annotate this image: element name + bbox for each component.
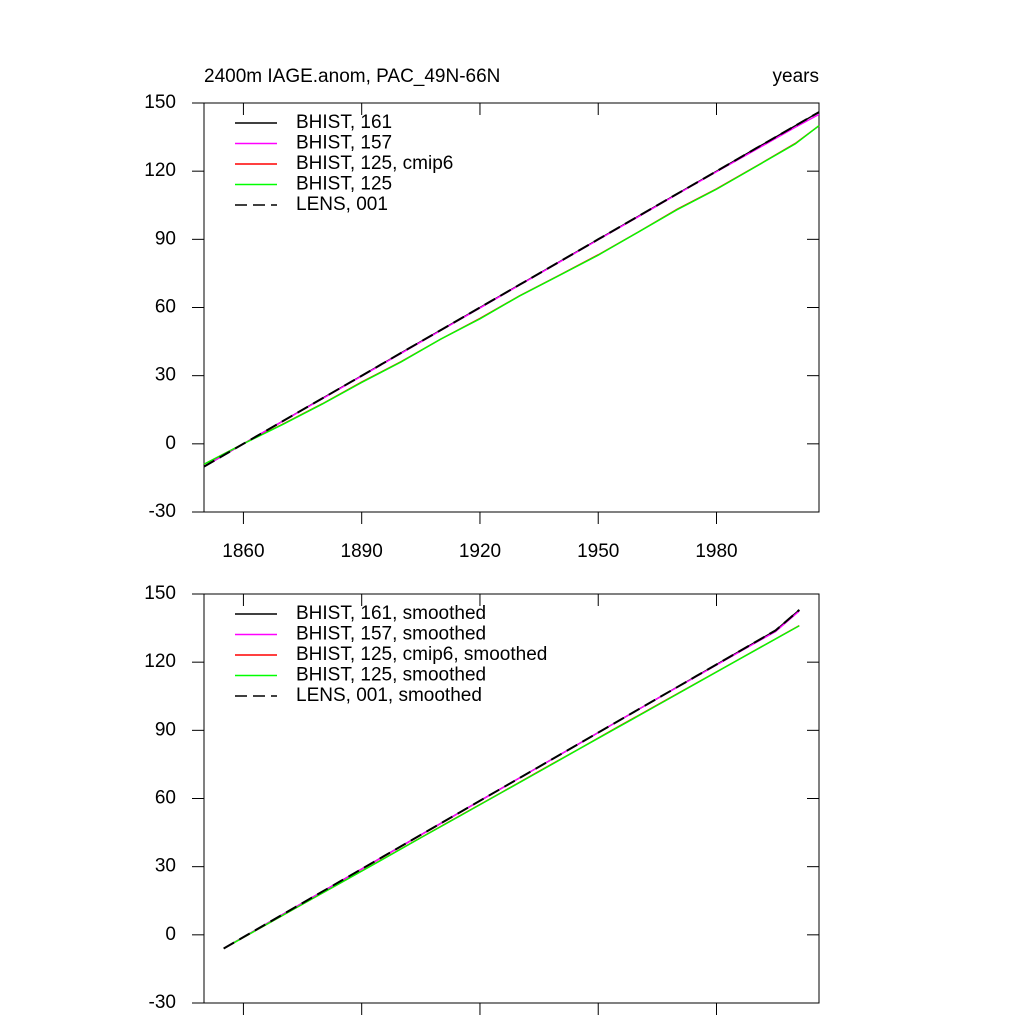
legend-label: BHIST, 125 — [296, 174, 392, 195]
y-tick-label: 150 — [144, 583, 176, 604]
legend-label: LENS, 001 — [296, 194, 388, 215]
x-tick-label: 1980 — [695, 541, 737, 562]
legend-label: BHIST, 161, smoothed — [296, 603, 486, 624]
y-tick-label: 60 — [155, 297, 176, 318]
y-tick-label: 60 — [155, 788, 176, 809]
y-tick-label: 0 — [165, 433, 176, 454]
legend-label: BHIST, 157, smoothed — [296, 624, 486, 645]
y-tick-label: 0 — [165, 924, 176, 945]
chart-title: 2400m IAGE.anom, PAC_49N-66N — [204, 66, 500, 87]
y-tick-label: 120 — [144, 160, 176, 181]
x-tick-label: 1920 — [459, 541, 501, 562]
x-tick-label: 1950 — [577, 541, 619, 562]
legend-label: BHIST, 125, smoothed — [296, 665, 486, 686]
y-tick-label: -30 — [149, 501, 176, 522]
legend-label: LENS, 001, smoothed — [296, 685, 482, 706]
x-tick-label: 1890 — [341, 541, 383, 562]
series-line — [203, 111, 820, 468]
legend-label: BHIST, 125, cmip6 — [296, 153, 453, 174]
y-tick-label: 30 — [155, 365, 176, 386]
y-tick-label: 90 — [155, 228, 176, 249]
series-line — [223, 625, 800, 950]
x-tick-label: 1860 — [222, 541, 264, 562]
chart-subtitle: years — [773, 66, 819, 87]
y-tick-label: 150 — [144, 92, 176, 113]
series-line — [203, 125, 820, 465]
legend-label: BHIST, 161 — [296, 112, 392, 133]
legend-label: BHIST, 157 — [296, 133, 392, 154]
y-tick-label: 120 — [144, 651, 176, 672]
y-tick-label: 30 — [155, 856, 176, 877]
legend-label: BHIST, 125, cmip6, smoothed — [296, 644, 547, 665]
y-tick-label: -30 — [149, 992, 176, 1013]
series-line — [223, 609, 800, 950]
y-tick-label: 90 — [155, 719, 176, 740]
